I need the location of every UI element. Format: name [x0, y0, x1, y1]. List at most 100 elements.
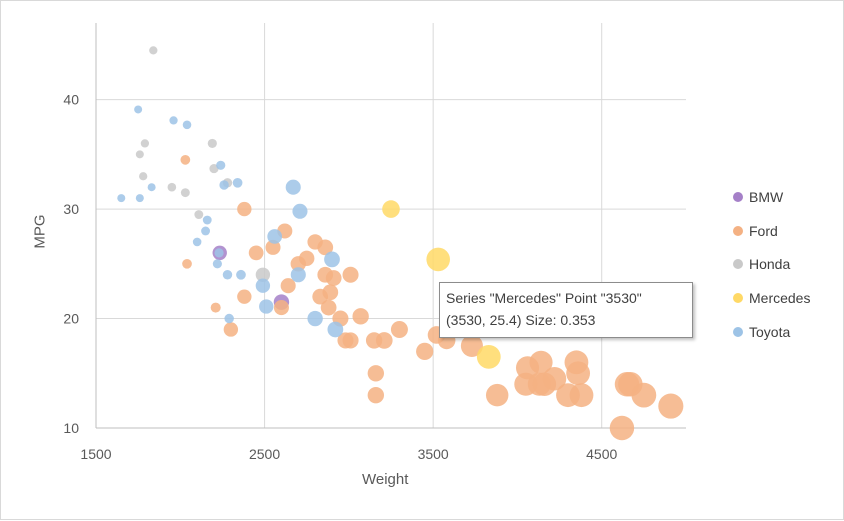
bubble-mercedes[interactable] [476, 344, 501, 369]
tooltip-series-line: Series "Mercedes" Point "3530" [446, 290, 642, 306]
bubble-ford[interactable] [342, 332, 359, 349]
bubble-toyota[interactable] [169, 116, 178, 125]
bubble-ford[interactable] [210, 302, 221, 313]
bubble-ford[interactable] [299, 250, 315, 267]
bubble-ford[interactable] [320, 299, 337, 316]
bubble-toyota[interactable] [290, 267, 306, 283]
bubble-toyota[interactable] [307, 310, 323, 327]
bubble-ford[interactable] [609, 415, 635, 441]
bubble-toyota[interactable] [224, 313, 234, 324]
bubble-honda[interactable] [149, 46, 158, 55]
bubble-toyota[interactable] [324, 251, 340, 268]
bubble-toyota[interactable] [201, 226, 211, 236]
bubble-honda[interactable] [135, 150, 144, 159]
bubble-toyota[interactable] [182, 120, 192, 130]
bubble-ford[interactable] [180, 154, 191, 165]
x-tick-label: 2500 [249, 446, 280, 462]
bubble-toyota[interactable] [202, 215, 212, 225]
bubble-ford[interactable] [342, 266, 359, 283]
bubble-toyota[interactable] [327, 321, 344, 338]
bubble-toyota[interactable] [267, 229, 283, 244]
bubble-ford[interactable] [460, 334, 483, 357]
bubble-ford[interactable] [237, 289, 252, 304]
bubble-ford[interactable] [658, 393, 684, 419]
bubble-toyota[interactable] [285, 179, 301, 195]
y-tick-label: 30 [63, 201, 79, 217]
bubble-ford[interactable] [529, 350, 553, 374]
bubble-toyota[interactable] [117, 194, 126, 203]
legend-marker-mercedes [733, 293, 743, 304]
bubble-toyota[interactable] [255, 278, 271, 293]
bubble-toyota[interactable] [259, 299, 274, 314]
y-tick-label: 40 [63, 92, 79, 108]
bubble-honda[interactable] [139, 172, 148, 181]
bubble-toyota[interactable] [192, 237, 202, 247]
bubble-toyota[interactable] [232, 177, 243, 188]
bubble-toyota[interactable] [135, 194, 144, 203]
legend-item-ford[interactable]: Ford [733, 214, 810, 248]
bubble-honda[interactable] [255, 267, 271, 282]
bubble-ford[interactable] [569, 383, 594, 408]
bubble-toyota[interactable] [222, 270, 233, 280]
x-tick-label: 4500 [586, 446, 617, 462]
bubble-honda[interactable] [194, 210, 204, 219]
bubble-ford[interactable] [352, 308, 369, 325]
legend-marker-honda [733, 259, 743, 270]
y-tick-label: 10 [63, 420, 79, 436]
legend-marker-ford [733, 225, 743, 236]
y-axis-title: MPG [31, 214, 49, 249]
tooltip-value-line: (3530, 25.4) Size: 0.353 [446, 312, 596, 328]
bubble-ford[interactable] [317, 239, 334, 256]
bubble-toyota[interactable] [236, 269, 246, 280]
bubble-ford[interactable] [542, 367, 567, 391]
bubble-ford[interactable] [375, 332, 393, 349]
bubble-toyota[interactable] [216, 160, 226, 170]
legend[interactable]: BMW Ford Honda Mercedes Toyota [733, 180, 810, 349]
bubble-ford[interactable] [367, 365, 385, 382]
bubble-toyota[interactable] [292, 203, 308, 219]
x-axis-title: Weight [362, 471, 409, 488]
legend-marker-bmw [733, 191, 743, 202]
bubble-ford[interactable] [273, 300, 289, 316]
legend-marker-toyota [733, 327, 743, 338]
bubble-mercedes[interactable] [426, 247, 450, 272]
bubble-ford[interactable] [416, 342, 434, 361]
bubble-toyota[interactable] [147, 183, 156, 192]
bubble-ford[interactable] [322, 284, 339, 301]
legend-label-ford: Ford [749, 222, 778, 239]
bubble-ford[interactable] [223, 322, 239, 337]
x-tick-label: 3500 [418, 446, 449, 462]
bubble-ford[interactable] [280, 278, 296, 294]
bubble-ford[interactable] [265, 239, 281, 255]
legend-label-bmw: BMW [749, 188, 784, 205]
bubble-toyota[interactable] [212, 259, 222, 269]
bubble-ford[interactable] [390, 320, 408, 338]
legend-item-bmw[interactable]: BMW [733, 180, 810, 214]
bubble-ford[interactable] [325, 270, 342, 286]
bubble-ford[interactable] [367, 386, 385, 404]
bubble-ford[interactable] [485, 383, 509, 407]
bubble-ford[interactable] [631, 382, 657, 408]
bubble-ford[interactable] [248, 245, 264, 261]
bubble-toyota[interactable] [214, 248, 224, 258]
x-tick-label: 1500 [80, 446, 111, 462]
bubble-ford[interactable] [566, 361, 591, 386]
bubble-honda[interactable] [207, 138, 217, 148]
legend-item-honda[interactable]: Honda [733, 248, 810, 282]
bubble-honda[interactable] [140, 139, 150, 148]
bubble-ford[interactable] [182, 258, 192, 269]
bubble-honda[interactable] [167, 182, 177, 192]
data-point-tooltip: Series "Mercedes" Point "3530" (3530, 25… [439, 282, 693, 338]
bubble-mercedes[interactable] [382, 200, 400, 218]
legend-item-mercedes[interactable]: Mercedes [733, 281, 810, 315]
legend-item-toyota[interactable]: Toyota [733, 315, 810, 349]
bubble-ford[interactable] [237, 201, 252, 217]
bubble-toyota[interactable] [134, 105, 143, 114]
legend-label-honda: Honda [749, 256, 791, 273]
y-tick-label: 20 [63, 311, 79, 327]
legend-label-mercedes: Mercedes [749, 290, 811, 307]
bubble-honda[interactable] [180, 188, 190, 198]
bubble-toyota[interactable] [219, 180, 229, 190]
